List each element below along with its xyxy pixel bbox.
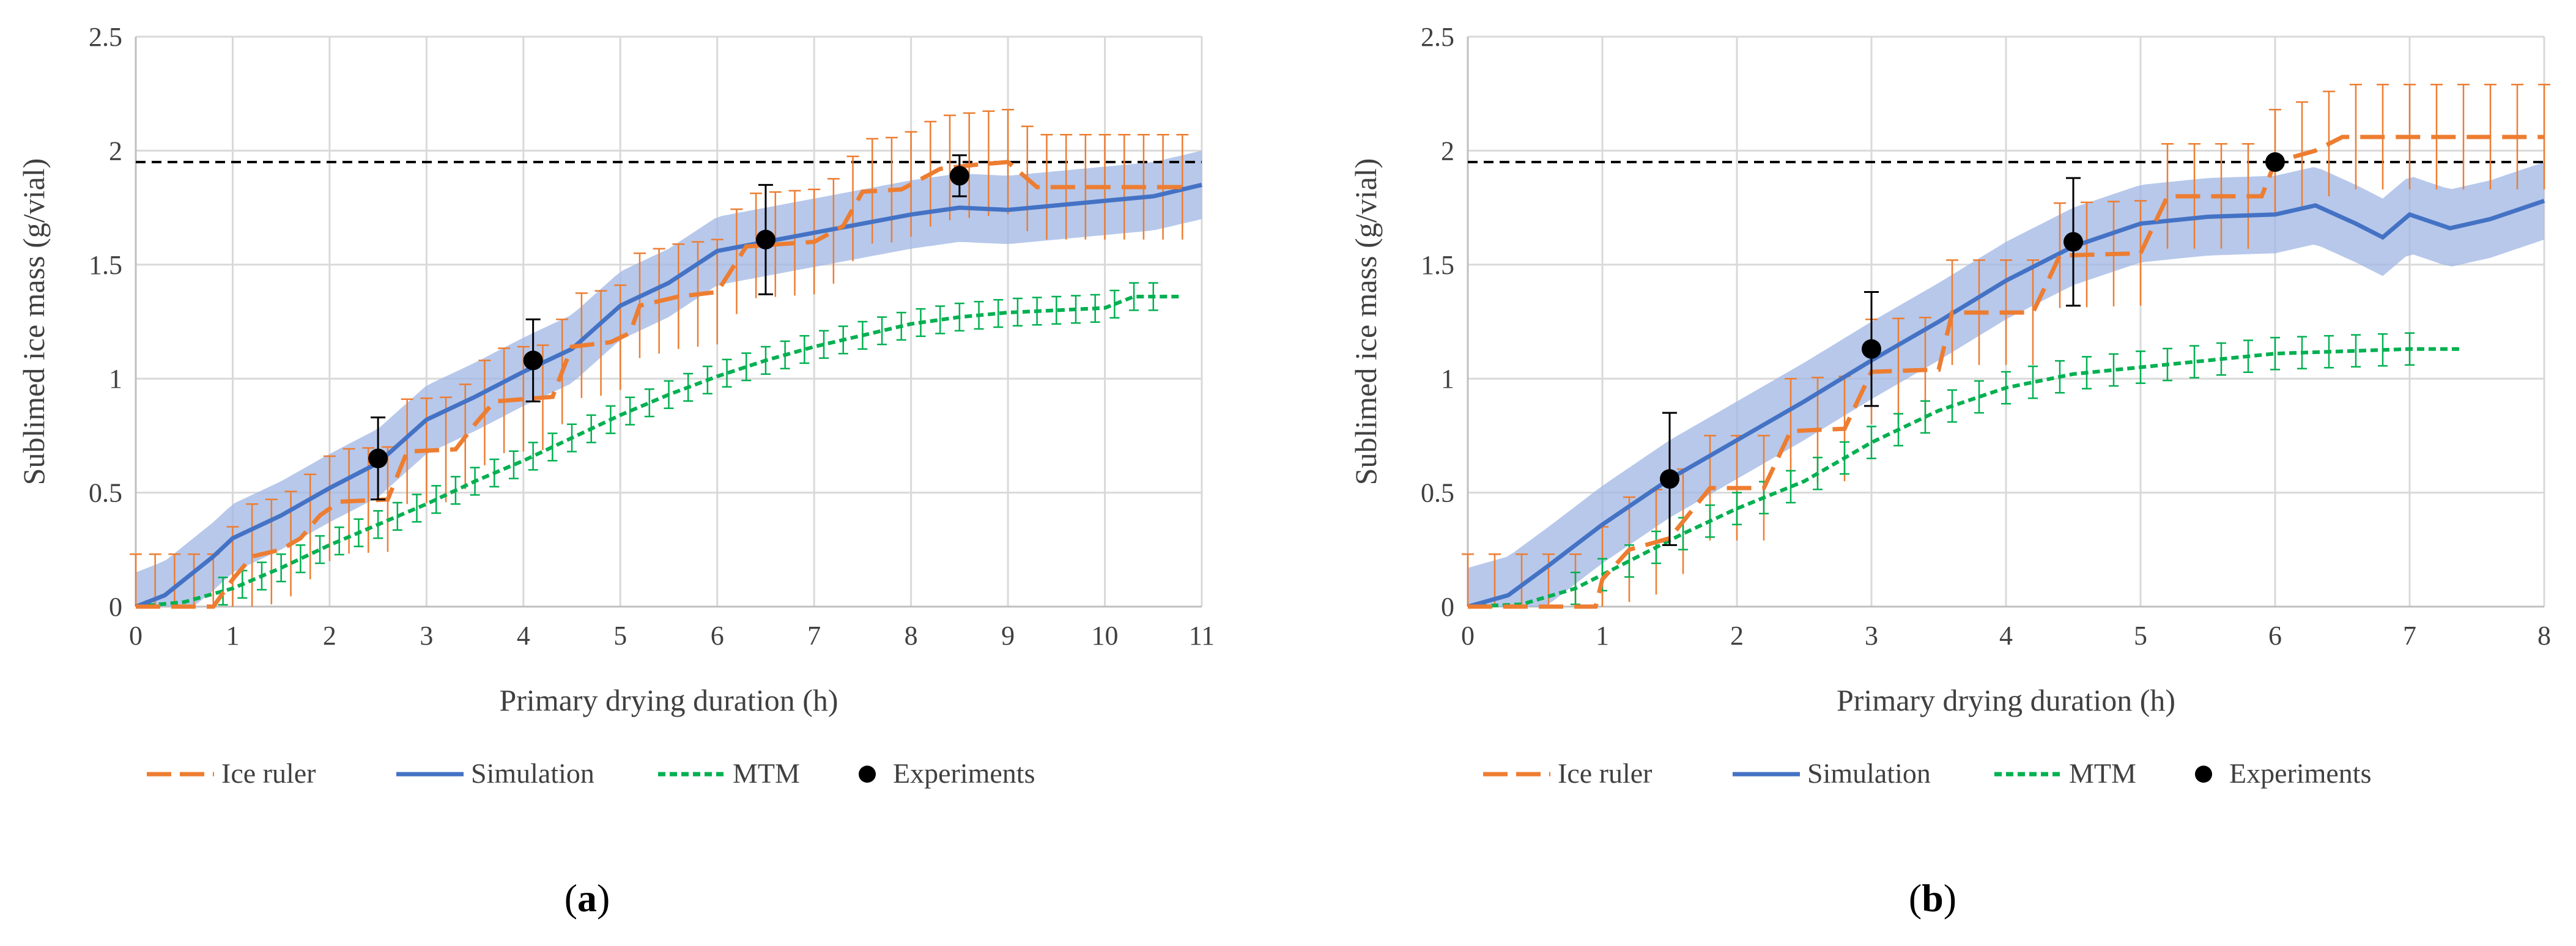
x-tick-label: 5 <box>2134 621 2147 651</box>
panel-label-close: ) <box>1944 876 1956 920</box>
experiment-point <box>368 448 388 468</box>
series-line-ice-ruler <box>136 160 1193 609</box>
x-tick-label: 7 <box>2403 621 2416 651</box>
y-tick-label: 2 <box>109 136 122 166</box>
legend-label: Simulation <box>471 758 594 789</box>
ice-ruler-error-bars <box>1462 84 2550 607</box>
x-tick-label: 6 <box>2268 621 2282 651</box>
x-tick-label: 10 <box>1092 621 1119 651</box>
panel-label-open: ( <box>1909 876 1922 920</box>
experiments-group <box>368 154 969 501</box>
y-tick-label: 1.5 <box>1421 250 1454 280</box>
x-tick-label: 8 <box>2537 621 2551 651</box>
simulation-band-group <box>136 150 1202 607</box>
legend-label: Experiments <box>2229 758 2372 789</box>
x-tick-label: 11 <box>1189 621 1215 651</box>
experiment-point <box>1862 339 1881 359</box>
y-tick-label: 1 <box>109 364 122 394</box>
y-tick-label: 2.5 <box>1421 22 1454 52</box>
y-tick-label: 0 <box>109 592 122 622</box>
legend: Ice ruler Simulation MTM Experiments <box>147 758 1035 789</box>
series-line-simulation <box>135 182 1202 609</box>
x-tick-label: 3 <box>1865 621 1878 651</box>
experiment-point <box>2265 152 2285 172</box>
experiment-point <box>2063 232 2083 252</box>
x-tick-label: 0 <box>1461 621 1475 651</box>
experiment-point <box>523 350 543 371</box>
panel-label-letter: a <box>577 876 597 920</box>
legend-marker-experiments <box>2195 766 2212 783</box>
experiment-point <box>949 166 969 186</box>
x-tick-label: 4 <box>1999 621 2013 651</box>
x-tick-label: 1 <box>1596 621 1609 651</box>
panel-label-close: ) <box>597 876 610 920</box>
series-line-mtm <box>135 295 1183 608</box>
series-line-mtm <box>1467 347 2463 608</box>
legend-label: Simulation <box>1807 758 1931 789</box>
y-tick-label: 1.5 <box>89 250 122 280</box>
experiment-point <box>1660 469 1679 489</box>
x-tick-label: 4 <box>517 621 530 651</box>
legend: Ice ruler Simulation MTM Experiments <box>1483 758 2372 789</box>
y-axis-title: Sublimed ice mass (g/vial) <box>17 158 51 486</box>
x-tick-label: 1 <box>226 621 239 651</box>
simulation-band <box>136 150 1202 607</box>
experiment-point <box>755 229 775 249</box>
y-tick-label: 0.5 <box>1421 478 1454 508</box>
panel-label: (b) <box>1909 876 1956 920</box>
panel-label-letter: b <box>1922 876 1944 920</box>
y-tick-label: 0 <box>1441 592 1454 622</box>
x-tick-label: 8 <box>905 621 918 651</box>
y-tick-label: 2.5 <box>89 22 122 52</box>
x-tick-label: 5 <box>613 621 627 651</box>
legend-label: Ice ruler <box>1558 758 1653 789</box>
panel-label: (a) <box>564 876 610 920</box>
legend-label: MTM <box>2069 758 2136 789</box>
x-tick-label: 0 <box>129 621 142 651</box>
x-axis-title: Primary drying duration (h) <box>499 683 838 717</box>
experiments-group <box>1660 152 2285 546</box>
panel-label-open: ( <box>564 876 577 920</box>
x-tick-label: 6 <box>711 621 724 651</box>
y-axis-title: Sublimed ice mass (g/vial) <box>1349 158 1383 486</box>
x-tick-label: 7 <box>807 621 821 651</box>
legend-label: Ice ruler <box>221 758 316 789</box>
series-line-ice-ruler <box>1468 135 2544 609</box>
y-tick-label: 1 <box>1441 364 1454 394</box>
legend-marker-experiments <box>859 766 876 783</box>
legend-label: MTM <box>733 758 800 789</box>
chart-panel-b: 0 1 2 3 4 5 6 7 8 0 0.5 1 1.5 2 2.5 Primary drying dura… <box>1349 22 2551 920</box>
x-axis-title: Primary drying duration (h) <box>1837 683 2175 717</box>
x-tick-label: 3 <box>420 621 433 651</box>
legend-label: Experiments <box>893 758 1035 789</box>
x-tick-label: 9 <box>1001 621 1015 651</box>
y-tick-label: 0.5 <box>89 478 122 508</box>
x-tick-label: 2 <box>1730 621 1744 651</box>
y-tick-label: 2 <box>1441 136 1454 166</box>
x-tick-label: 2 <box>323 621 336 651</box>
chart-panel-a: 0 1 2 3 4 5 6 7 8 9 10 11 0 0.5 1 1.5 2 2.5 Primary drying… <box>17 22 1215 920</box>
